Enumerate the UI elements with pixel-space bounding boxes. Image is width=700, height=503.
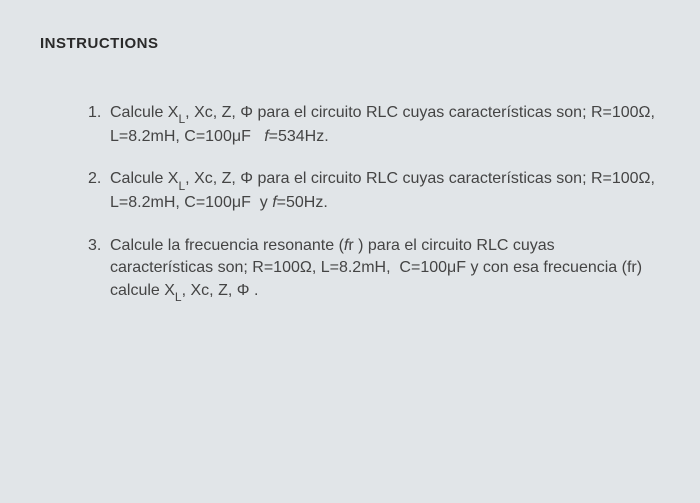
item-number: 3. (88, 235, 101, 257)
list-item: 2. Calcule XL, Xc, Z, Φ para el circuito… (110, 168, 660, 214)
list-item: 3. Calcule la frecuencia resonante (fr )… (110, 235, 660, 304)
item-text: Calcule XL, Xc, Z, Φ para el circuito RL… (110, 102, 660, 148)
item-number: 2. (88, 168, 101, 190)
instructions-heading: INSTRUCTIONS (40, 35, 660, 52)
item-text: Calcule la frecuencia resonante (fr ) pa… (110, 235, 660, 304)
item-number: 1. (88, 102, 101, 124)
list-item: 1. Calcule XL, Xc, Z, Φ para el circuito… (110, 102, 660, 148)
item-text: Calcule XL, Xc, Z, Φ para el circuito RL… (110, 168, 660, 214)
instructions-list: 1. Calcule XL, Xc, Z, Φ para el circuito… (40, 102, 660, 304)
